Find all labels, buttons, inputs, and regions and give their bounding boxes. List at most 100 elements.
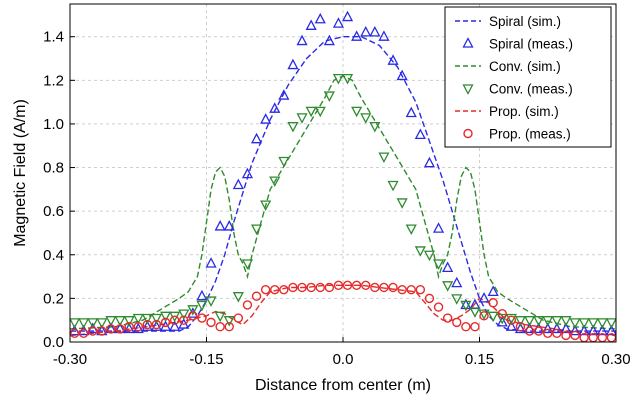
x-tick-label: 0.0 <box>333 351 354 368</box>
data-point <box>387 54 399 65</box>
data-point <box>150 313 163 325</box>
data-point <box>452 317 462 328</box>
data-point <box>187 305 199 316</box>
data-point <box>578 318 590 329</box>
data-point <box>442 313 453 323</box>
legend-item: Spiral (sim.) <box>455 14 561 29</box>
data-point <box>524 326 535 336</box>
data-point <box>151 319 162 330</box>
data-point <box>150 320 163 331</box>
data-point <box>551 322 563 334</box>
data-point <box>605 318 616 329</box>
y-tick-label: 0.4 <box>43 247 64 264</box>
data-point <box>70 318 81 329</box>
data-point <box>159 311 172 323</box>
data-point <box>205 257 217 268</box>
data-point <box>97 326 107 336</box>
axis-ticks: -0.30 -0.15 0.0 0.15 0.30 0.0 0.2 0.4 0.6 0.8 1.0 1… <box>43 29 630 368</box>
data-point <box>561 330 571 341</box>
legend-box <box>444 6 612 148</box>
data-point <box>360 25 372 37</box>
data-point <box>605 324 616 336</box>
data-point <box>360 113 372 124</box>
data-point <box>405 106 417 118</box>
data-point <box>506 315 517 325</box>
data-point <box>87 318 99 329</box>
data-point <box>341 73 354 85</box>
data-point <box>242 300 253 310</box>
data-point <box>160 317 171 328</box>
x-tick-label: -0.15 <box>189 351 223 368</box>
legend-label: Spiral (meas.) <box>489 37 573 52</box>
y-tick-label: 1.0 <box>43 116 64 133</box>
legend-label: Prop. (meas.) <box>489 127 571 142</box>
data-point <box>197 313 207 323</box>
data-point <box>78 328 89 338</box>
data-point <box>260 200 272 212</box>
data-point <box>570 330 580 341</box>
x-tick-label: 0.30 <box>601 351 630 368</box>
x-tick-label: 0.15 <box>465 351 494 368</box>
data-point <box>214 220 226 231</box>
legend-label: Prop. (sim.) <box>489 104 559 119</box>
data-point <box>587 318 599 329</box>
data-point <box>451 276 463 288</box>
legend-item: Prop. (meas.) <box>463 127 571 142</box>
data-point <box>433 302 444 312</box>
data-point <box>278 89 290 100</box>
data-point <box>141 320 153 331</box>
data-point <box>123 316 135 327</box>
data-point <box>96 318 108 329</box>
data-point <box>470 322 480 332</box>
data-point <box>323 34 335 46</box>
data-point <box>260 113 272 124</box>
data-point <box>115 324 125 334</box>
data-point <box>332 73 345 85</box>
data-point <box>169 320 181 331</box>
y-tick-label: 0.8 <box>43 160 64 177</box>
data-point <box>388 282 398 293</box>
data-point <box>223 316 235 327</box>
data-point <box>560 316 572 327</box>
data-point <box>323 91 335 102</box>
series-conv-sim <box>70 75 616 330</box>
legend: Spiral (sim.) Spiral (meas.) Conv. (sim.) C… <box>444 6 612 148</box>
data-point <box>206 317 216 328</box>
data-point <box>415 284 426 295</box>
data-point <box>178 309 190 321</box>
data-point <box>488 298 498 308</box>
data-point <box>333 280 344 291</box>
data-point <box>487 285 499 296</box>
data-point <box>132 322 144 334</box>
data-point <box>141 313 153 325</box>
data-point <box>451 294 463 305</box>
data-point <box>587 324 599 336</box>
series-conv-meas <box>70 73 616 329</box>
data-point <box>351 280 362 291</box>
series-layer <box>70 10 616 342</box>
data-point <box>569 324 581 336</box>
data-point <box>214 311 226 323</box>
data-point <box>405 224 417 235</box>
data-point <box>424 293 435 304</box>
data-point <box>478 309 490 321</box>
data-point <box>442 281 454 292</box>
data-point <box>332 17 345 28</box>
data-point <box>414 128 426 139</box>
data-point <box>496 313 508 325</box>
data-point <box>461 322 471 332</box>
data-point <box>596 324 608 336</box>
data-point <box>205 296 217 307</box>
data-point <box>514 322 527 334</box>
data-point <box>251 291 262 301</box>
series-prop-meas <box>70 280 616 342</box>
data-point <box>423 156 436 168</box>
data-point <box>432 222 445 233</box>
data-point <box>78 318 90 329</box>
data-point <box>551 316 563 327</box>
data-point <box>369 25 381 37</box>
data-point <box>269 102 281 113</box>
data-point <box>188 311 198 321</box>
data-point <box>179 315 189 325</box>
data-point <box>542 322 554 334</box>
